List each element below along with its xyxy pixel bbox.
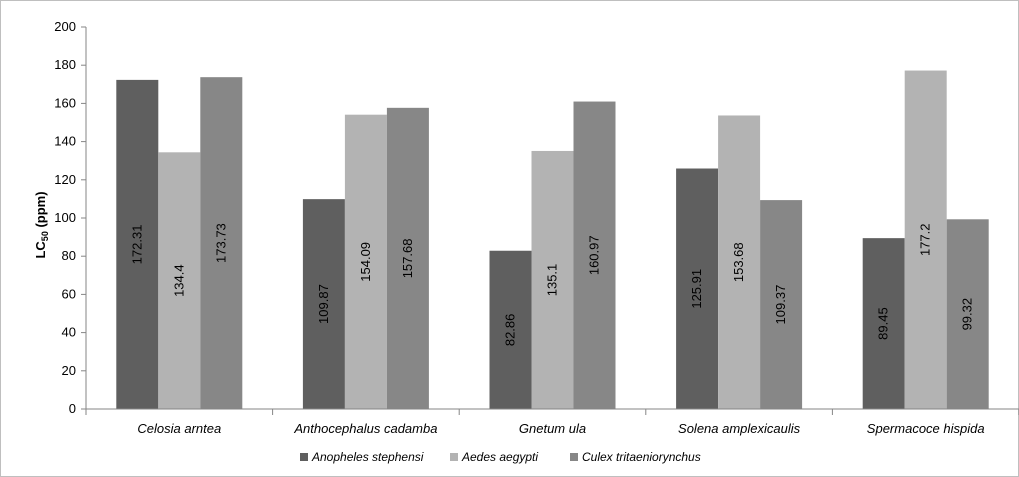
bar xyxy=(116,79,159,409)
y-axis: 0 20 40 60 80 100 120 140 160 180 200 xyxy=(54,19,87,416)
bar-data-label: 109.37 xyxy=(773,285,788,325)
legend-label: Aedes aegypti xyxy=(461,450,538,464)
legend: Anopheles stephensi Aedes aegypti Culex tr… xyxy=(300,450,701,464)
bar-data-label: 160.97 xyxy=(587,235,602,275)
y-axis-title-sub: 50 xyxy=(40,231,50,241)
bar-data-label: 109.87 xyxy=(316,284,331,324)
bar-data-label: 154.09 xyxy=(358,242,373,282)
bar xyxy=(760,200,803,409)
x-category-label: Gnetum ula xyxy=(519,421,586,436)
legend-label: Anopheles stephensi xyxy=(311,450,424,464)
bar xyxy=(200,77,243,410)
y-tick-label: 80 xyxy=(62,248,76,263)
y-axis-title-main: LC xyxy=(33,241,48,259)
bar xyxy=(904,70,947,409)
y-tick-label: 0 xyxy=(69,401,76,416)
legend-swatch xyxy=(300,453,308,461)
y-axis-title-unit: (ppm) xyxy=(33,191,48,231)
bar-data-label: 134.4 xyxy=(171,264,186,297)
legend-swatch xyxy=(450,453,458,461)
bar-data-label: 125.91 xyxy=(689,269,704,309)
y-tick-label: 60 xyxy=(62,286,76,301)
y-axis-title: LC50 (ppm) xyxy=(33,191,50,258)
bar xyxy=(386,107,429,409)
x-category-label: Solena amplexicaulis xyxy=(678,421,801,436)
y-tick-label: 100 xyxy=(54,210,76,225)
bar-data-label: 177.2 xyxy=(918,224,933,257)
bar xyxy=(158,152,201,409)
bar xyxy=(344,114,387,409)
bar-data-label: 99.32 xyxy=(960,298,975,331)
bar xyxy=(946,219,989,409)
bar xyxy=(302,199,345,409)
y-tick-label: 200 xyxy=(54,19,76,34)
x-category-label: Celosia arntea xyxy=(137,421,221,436)
bar xyxy=(489,250,532,409)
bar xyxy=(676,168,719,409)
bar xyxy=(573,101,616,409)
x-axis: Celosia arntea Anthocephalus cadamba Gnetu… xyxy=(85,408,1019,436)
bar-data-label: 135.1 xyxy=(545,264,560,297)
y-tick-label: 160 xyxy=(54,95,76,110)
bar-data-label: 157.68 xyxy=(400,239,415,279)
bar-data-label: 82.86 xyxy=(503,314,518,347)
bar-data-label: 153.68 xyxy=(731,242,746,282)
bar-data-label: 173.73 xyxy=(213,223,228,263)
bar-data-label: 89.45 xyxy=(876,307,891,340)
bar xyxy=(718,115,761,410)
bar-data-label: 172.31 xyxy=(129,225,144,265)
y-tick-label: 120 xyxy=(54,172,76,187)
bar xyxy=(531,150,574,410)
x-category-label: Anthocephalus cadamba xyxy=(293,421,437,436)
y-tick-label: 40 xyxy=(62,325,76,340)
legend-label: Culex tritaeniorynchus xyxy=(582,450,701,464)
y-tick-label: 20 xyxy=(62,363,76,378)
y-tick-label: 180 xyxy=(54,57,76,72)
x-category-label: Spermacoce hispida xyxy=(867,421,985,436)
legend-swatch xyxy=(570,453,578,461)
bar xyxy=(862,238,905,409)
bars: 172.31 134.4 173.73 109.87 154.09 157.68 82.86… xyxy=(116,70,989,410)
y-tick-label: 140 xyxy=(54,134,76,149)
